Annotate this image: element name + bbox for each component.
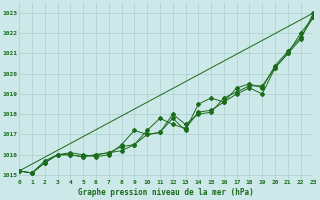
X-axis label: Graphe pression niveau de la mer (hPa): Graphe pression niveau de la mer (hPa) xyxy=(78,188,254,197)
